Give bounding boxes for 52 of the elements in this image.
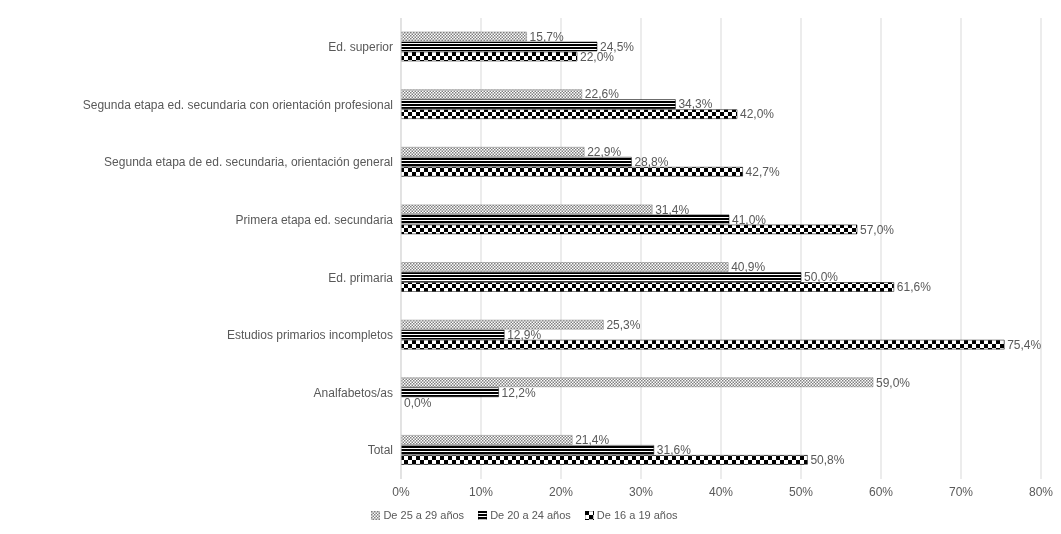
- data-label: 42,7%: [745, 165, 780, 180]
- y-tick-label: Ed. primaria: [328, 270, 394, 285]
- data-label: 25,3%: [606, 317, 641, 332]
- y-tick-label: Analfabetos/as: [313, 385, 393, 400]
- data-label: 41,0%: [732, 212, 767, 227]
- data-label: 75,4%: [1007, 337, 1042, 352]
- data-label: 0,0%: [404, 395, 432, 410]
- data-label: 22,9%: [587, 145, 622, 160]
- y-tick-label: Segunda etapa ed. secundaria con orientación profesional: [82, 97, 393, 112]
- data-label: 28,8%: [634, 155, 669, 170]
- bar: [401, 31, 527, 42]
- bar: [401, 147, 585, 157]
- data-label: 59,0%: [876, 375, 911, 390]
- x-tick-label: 10%: [468, 484, 494, 499]
- data-label: 31,4%: [655, 202, 690, 217]
- data-label: 50,8%: [810, 453, 845, 468]
- bar: [401, 204, 653, 215]
- data-label: 61,6%: [896, 280, 932, 295]
- bar: [401, 435, 573, 445]
- data-label: 42,0%: [740, 107, 775, 122]
- x-tick-label: 40%: [708, 484, 734, 499]
- data-label: 34,3%: [678, 97, 713, 112]
- x-tick-label: 20%: [548, 484, 574, 499]
- x-tick-label: 0%: [392, 484, 410, 499]
- data-label: 12,2%: [501, 385, 536, 400]
- legend-label: De 16 a 19 años: [596, 509, 678, 521]
- bar: [401, 262, 729, 272]
- x-tick-label: 60%: [868, 484, 894, 499]
- legend-label: De 25 a 29 años: [383, 509, 465, 521]
- data-label: 24,5%: [600, 39, 635, 54]
- y-tick-label: Segunda etapa de ed. secundaria, orientación general: [104, 155, 393, 170]
- data-label: 31,6%: [656, 443, 692, 458]
- x-tick-label: 70%: [948, 484, 974, 499]
- data-label: 22,6%: [584, 87, 620, 102]
- data-label: 40,9%: [731, 260, 766, 275]
- x-tick-label: 50%: [788, 484, 814, 499]
- bar: [401, 387, 499, 397]
- data-label: 50,0%: [804, 270, 839, 285]
- y-tick-label: Primera etapa ed. secundaria: [235, 212, 394, 227]
- data-label: 12,9%: [507, 327, 542, 342]
- y-tick-label: Ed. superior: [328, 40, 393, 55]
- x-tick-label: 30%: [628, 484, 654, 499]
- bar: [401, 89, 583, 99]
- bar: [401, 319, 604, 330]
- y-tick-label: Estudios primarios incompletos: [226, 328, 393, 343]
- y-tick-label: Total: [367, 443, 393, 458]
- bar: [401, 377, 874, 387]
- data-label: 15,7%: [529, 29, 564, 44]
- data-label: 57,0%: [860, 222, 895, 237]
- legend-label: De 20 a 24 años: [490, 509, 571, 521]
- x-tick-label: 80%: [1028, 484, 1054, 499]
- data-label: 21,4%: [575, 433, 610, 448]
